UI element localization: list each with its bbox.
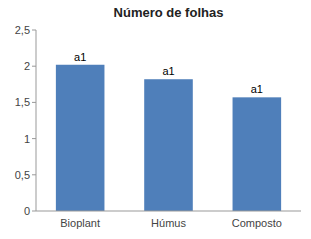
chart-container: Número de folhas 0 0,5 1 1,5 2 2,5 a1 a1 a1 Biopla… bbox=[0, 0, 311, 239]
title: Número de folhas bbox=[114, 5, 224, 20]
y-axis: 0 0,5 1 1,5 2 2,5 bbox=[15, 24, 36, 217]
bar bbox=[144, 79, 193, 211]
y-tick bbox=[32, 174, 36, 175]
x-tick-label: Composto bbox=[232, 217, 282, 229]
annotation: a1 bbox=[251, 83, 263, 95]
chart-svg: Número de folhas 0 0,5 1 1,5 2 2,5 a1 a1 a1 Biopla… bbox=[0, 0, 311, 239]
y-tick-label: 1 bbox=[24, 133, 30, 145]
y-tick bbox=[32, 138, 36, 139]
annotation: a1 bbox=[162, 65, 174, 77]
y-tick-label: 0,5 bbox=[15, 169, 30, 181]
y-tick-label: 2 bbox=[24, 60, 30, 72]
x-tick-label: Húmus bbox=[151, 217, 186, 229]
bars bbox=[56, 65, 281, 211]
y-tick bbox=[32, 30, 36, 31]
x-axis-line bbox=[36, 211, 301, 212]
y-tick-label: 0 bbox=[24, 205, 30, 217]
y-tick-label: 1,5 bbox=[15, 96, 30, 108]
y-axis-line bbox=[36, 30, 37, 211]
bar bbox=[56, 65, 105, 211]
x-axis: Bioplant Húmus Composto bbox=[36, 211, 301, 229]
bar bbox=[233, 97, 282, 211]
annotation: a1 bbox=[74, 51, 86, 63]
x-tick-label: Bioplant bbox=[60, 217, 100, 229]
y-tick bbox=[32, 102, 36, 103]
y-tick-label: 2,5 bbox=[15, 24, 30, 36]
y-tick bbox=[32, 66, 36, 67]
y-tick bbox=[32, 211, 36, 212]
